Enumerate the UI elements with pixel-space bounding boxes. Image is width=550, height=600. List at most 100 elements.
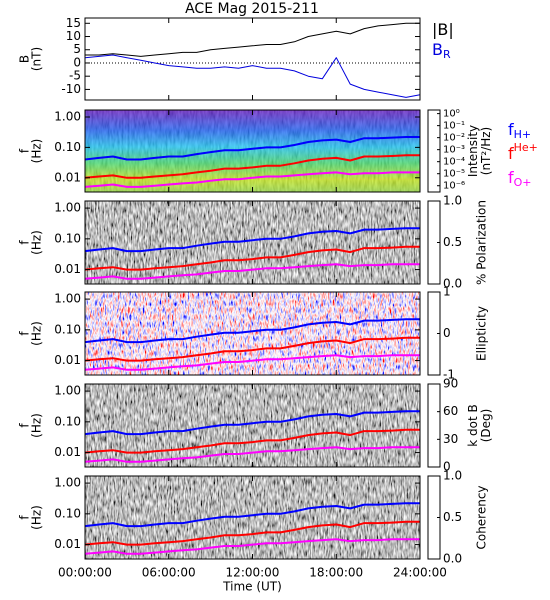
colorbar-tick-label: 0.5 (443, 510, 462, 524)
y-axis-label: f (18, 515, 32, 520)
y-axis-label: f (18, 331, 32, 336)
data-line (84, 227, 420, 253)
legend-sub: R (443, 48, 451, 61)
colorbar-tick-label: 10⁻³ (443, 145, 465, 156)
colorbar-label: Coherency (475, 485, 489, 549)
legend-name: B (432, 40, 443, 59)
y-axis-label: (Hz) (30, 230, 44, 255)
legend-label: BR (432, 40, 451, 62)
y-tick-label: 0.10 (54, 322, 81, 336)
data-line (84, 336, 420, 362)
colorbar-tick-label: 10⁻⁴ (443, 157, 465, 168)
legend-name: f (508, 120, 514, 139)
title: ACE Mag 2015-211 (185, 1, 319, 17)
colorbar-label: (Deg) (479, 409, 493, 443)
colorbar-tick-label: 0.0 (443, 552, 462, 566)
y-tick-label: 0.01 (54, 262, 81, 276)
data-line (84, 428, 420, 454)
y-tick-label: 1.00 (54, 384, 81, 398)
colorbar-label: Ellipticity (475, 306, 489, 361)
y-axis-label: f (18, 240, 32, 245)
data-line (84, 318, 420, 344)
y-axis-label: (nT) (30, 47, 44, 71)
y-tick-label: -10 (61, 82, 81, 96)
data-line (84, 263, 420, 280)
y-tick-label: 0.10 (54, 140, 81, 154)
colorbar-tick-label: 10⁻² (443, 133, 465, 144)
spectrogram-texture (85, 292, 420, 375)
colorbar-label: (nT²/Hz) (479, 127, 493, 175)
y-tick-label: 5 (73, 42, 81, 56)
colorbar-tick-label: 30 (443, 432, 458, 446)
y-tick-label: 0.01 (54, 445, 81, 459)
colorbar-tick-label: 1.0 (443, 469, 462, 483)
y-tick-label: 0.01 (54, 353, 81, 367)
legend-name: |B| (432, 20, 454, 39)
data-line (84, 354, 420, 371)
y-tick-label: 1.00 (54, 292, 81, 306)
colorbar-tick-label: 10⁻⁵ (443, 169, 465, 180)
spectrogram-texture (85, 384, 420, 467)
y-tick-label: 10 (66, 29, 81, 43)
x-tick-label: 18:00:00 (309, 566, 363, 580)
y-axis-label: B (18, 55, 32, 63)
spectrogram-texture (85, 110, 420, 192)
y-tick-label: 0.01 (54, 170, 81, 184)
y-tick-label: 1.00 (54, 476, 81, 490)
legend-sub: O+ (514, 176, 532, 189)
y-tick-label: -5 (69, 69, 81, 83)
y-tick-label: 0.10 (54, 414, 81, 428)
data-line (84, 410, 420, 436)
legend-sub: He+ (514, 141, 538, 154)
colorbar-tick-label: 90 (443, 377, 458, 391)
colorbar-tick-label: 0.5 (443, 235, 462, 249)
colorbar-tick-label: 60 (443, 404, 458, 418)
colorbar-tick-label: -1 (443, 368, 455, 382)
colorbar-label: k dot B (466, 404, 480, 446)
colorbar (427, 109, 441, 193)
spectrogram-texture (85, 201, 420, 284)
y-tick-label: 1.00 (54, 110, 81, 124)
y-tick-label: 0 (73, 55, 81, 69)
data-line (84, 54, 421, 98)
x-tick-label: 06:00:00 (142, 566, 196, 580)
colorbar-label: % Polarization (475, 200, 489, 285)
colorbar-tick-label: 1 (443, 285, 451, 299)
data-line (84, 446, 420, 463)
legend-name: f (508, 144, 514, 163)
data-line (84, 520, 420, 546)
y-tick-label: 0.10 (54, 231, 81, 245)
y-tick-label: 1.00 (54, 201, 81, 215)
data-line (84, 502, 420, 528)
y-tick-label: 0.01 (54, 537, 81, 551)
colorbar-tick-label: 10⁻⁶ (443, 181, 465, 192)
data-line (84, 154, 420, 179)
y-tick-label: 0.10 (54, 506, 81, 520)
colorbar (427, 383, 441, 468)
y-axis-label: (Hz) (30, 321, 44, 346)
data-line (84, 136, 420, 161)
y-axis-label: f (18, 148, 32, 153)
colorbar-tick-label: 1.0 (443, 194, 462, 208)
legend-label: fH+ (508, 120, 531, 142)
spectrogram-texture (85, 476, 420, 559)
y-axis-label: f (18, 423, 32, 428)
colorbar-label: Intensity (466, 125, 480, 177)
legend-sub: H+ (514, 128, 532, 141)
data-line (84, 538, 420, 555)
data-line (84, 171, 420, 188)
colorbar-tick-label: 10⁰ (443, 109, 460, 120)
y-axis-label: (Hz) (30, 413, 44, 438)
y-axis-label: (Hz) (30, 505, 44, 530)
x-tick-label: 12:00:00 (226, 566, 280, 580)
x-tick-label: 24:00:00 (393, 566, 447, 580)
colorbar-tick-label: 0 (443, 326, 451, 340)
data-line (85, 22, 420, 57)
legend-label: fO+ (508, 168, 532, 190)
legend-label: fHe+ (508, 141, 538, 163)
x-tick-label: 00:00:00 (58, 566, 112, 580)
y-tick-label: 15 (66, 16, 81, 30)
legend-name: f (508, 168, 514, 187)
colorbar-tick-label: 0 (443, 460, 451, 474)
